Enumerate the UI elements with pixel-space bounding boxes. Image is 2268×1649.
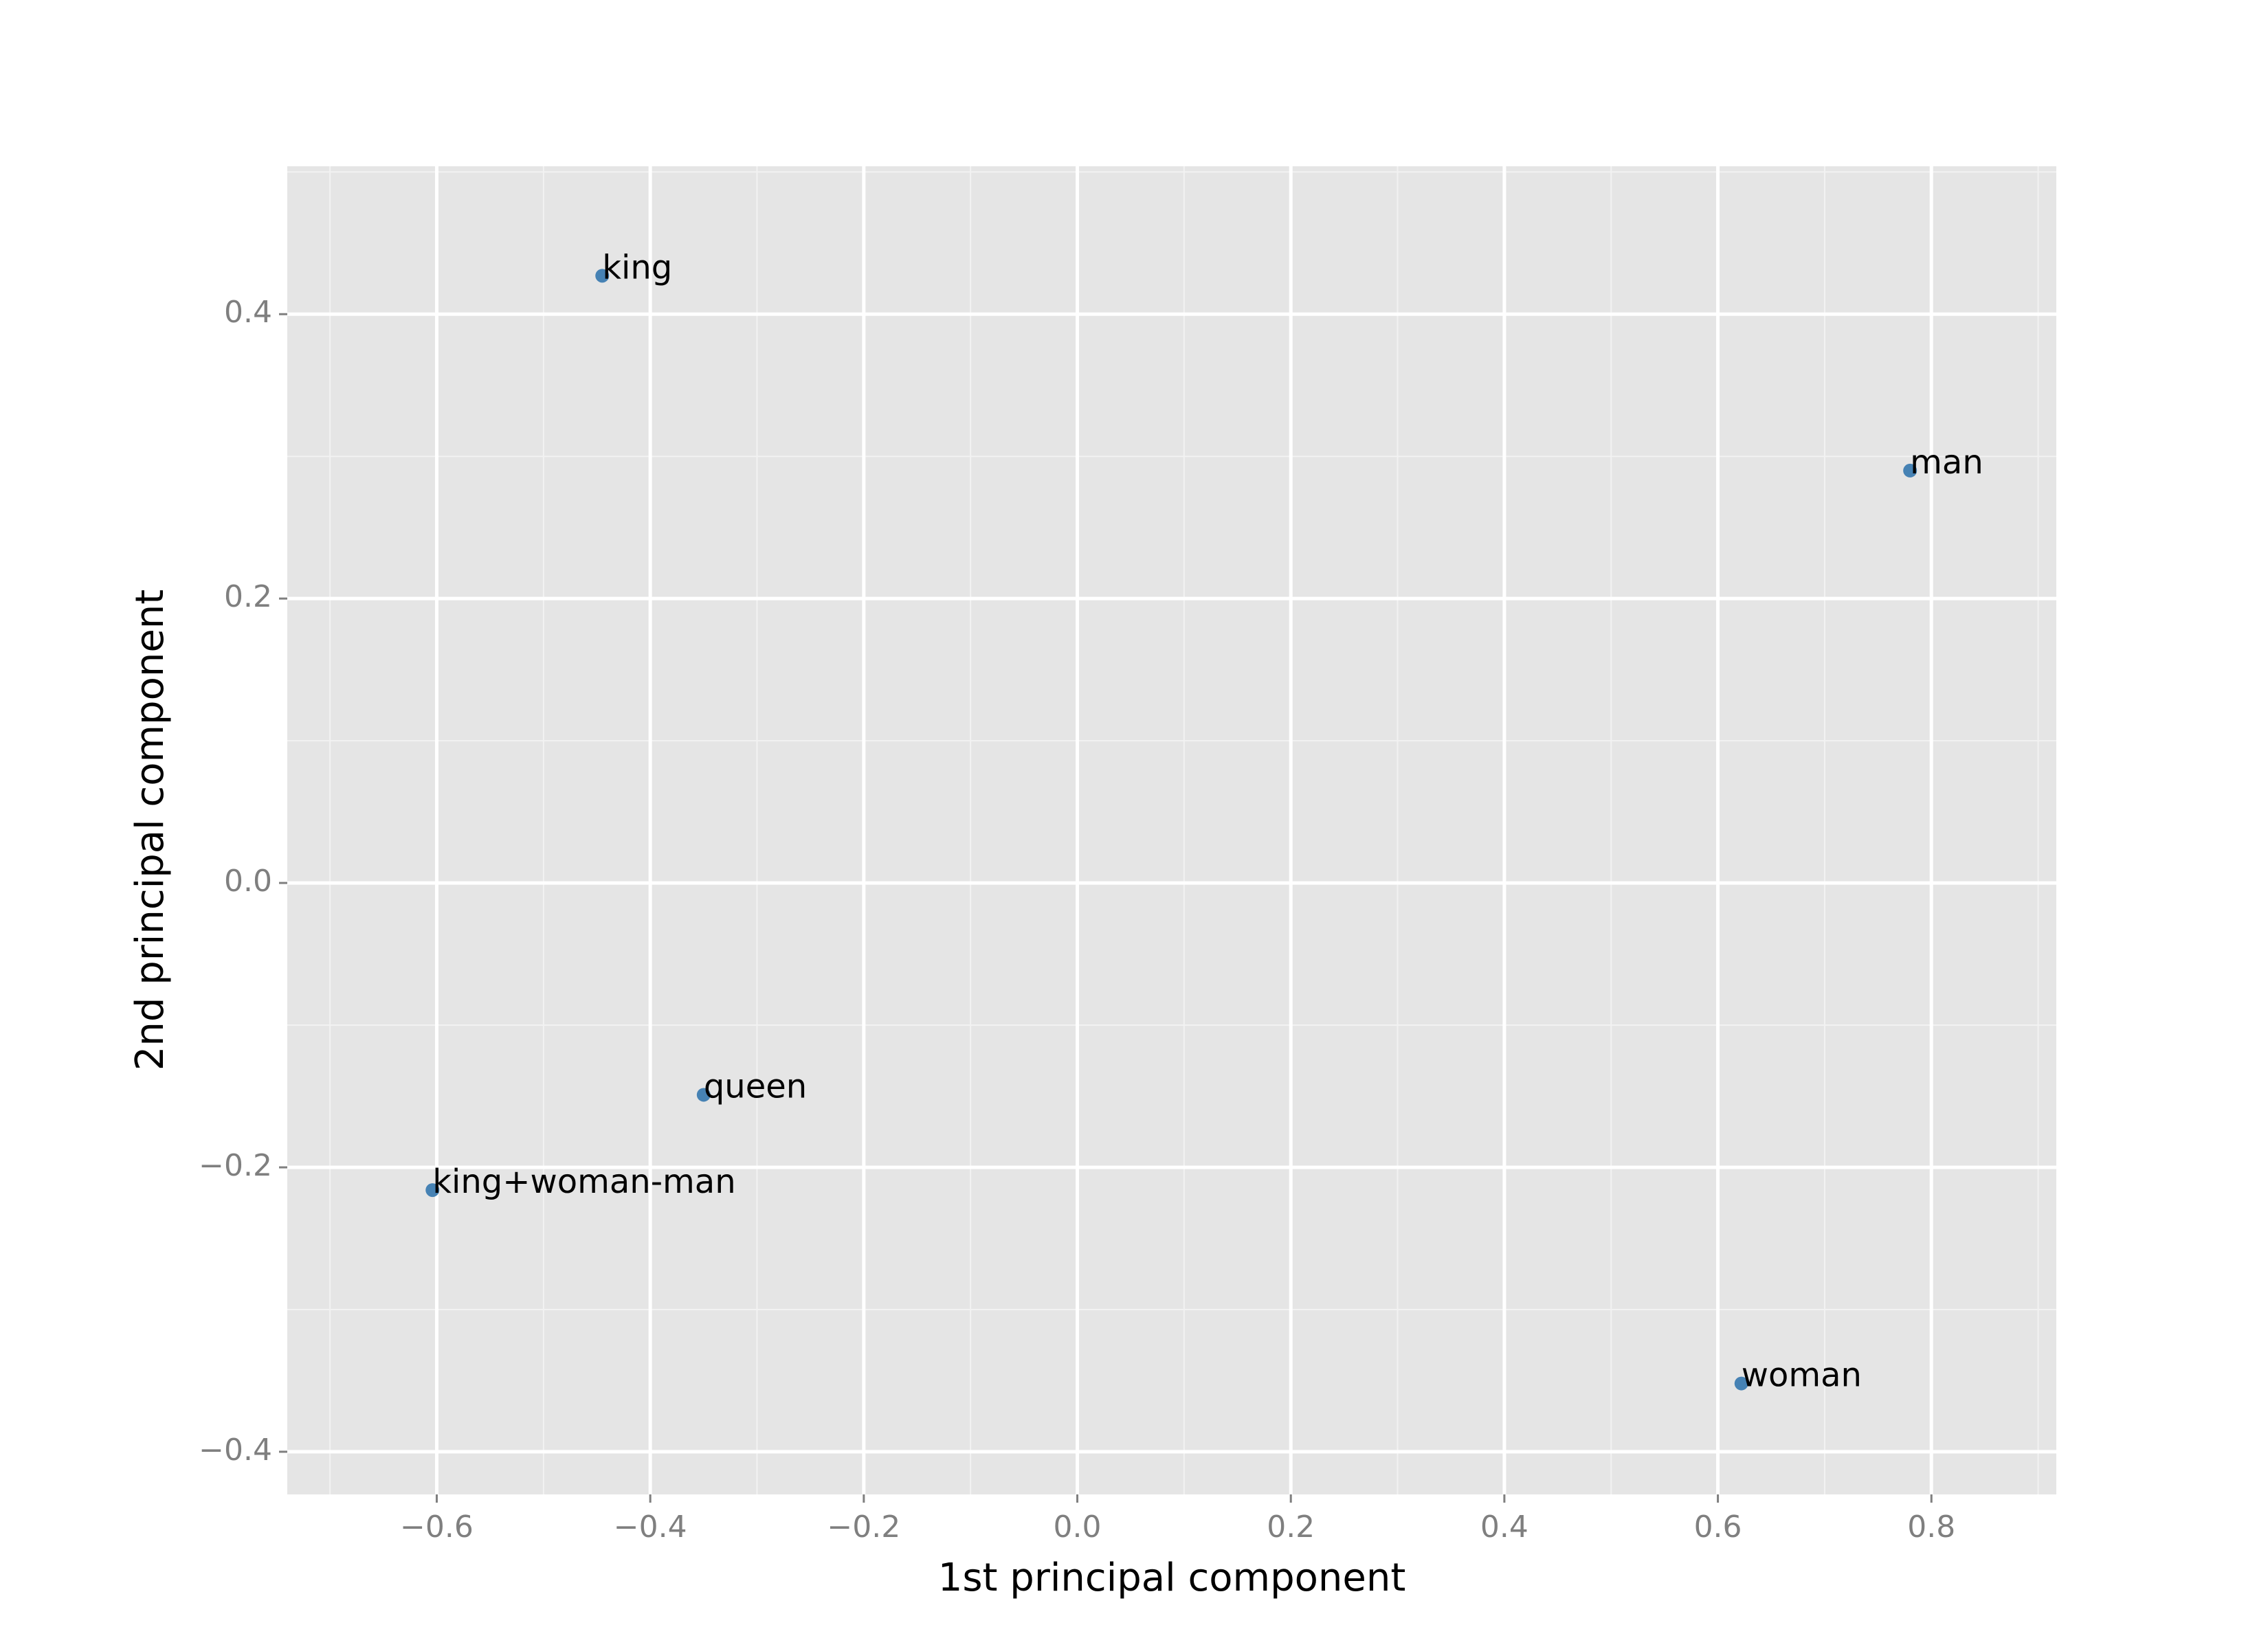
x-tick-label: −0.2 — [827, 1510, 900, 1545]
y-tick-label: −0.2 — [199, 1148, 272, 1183]
y-tick-label: −0.4 — [199, 1433, 272, 1468]
y-tick-label: 0.4 — [224, 295, 272, 330]
point — [425, 1183, 440, 1198]
y-tick-label: 0.0 — [224, 864, 272, 899]
x-tick-label: 0.6 — [1694, 1510, 1742, 1545]
plot-panel — [287, 166, 2056, 1494]
point — [696, 1088, 711, 1102]
point — [595, 269, 610, 283]
point-label: man — [1910, 443, 1983, 482]
x-tick-label: 0.4 — [1480, 1510, 1528, 1545]
y-axis-title: 2nd principal component — [128, 590, 173, 1070]
x-tick-label: 0.0 — [1054, 1510, 1102, 1545]
x-tick-label: 0.2 — [1267, 1510, 1315, 1545]
point — [1903, 463, 1917, 478]
x-tick-label: −0.6 — [400, 1510, 474, 1545]
point-label: king — [602, 248, 672, 287]
point — [1734, 1376, 1748, 1391]
point-label: woman — [1742, 1356, 1862, 1395]
y-tick-label: 0.2 — [224, 579, 272, 614]
point-label: queen — [704, 1067, 807, 1106]
x-tick-label: 0.8 — [1907, 1510, 1955, 1545]
x-axis-title: 1st principal component — [938, 1556, 1406, 1600]
point-label: king+woman-man — [432, 1163, 735, 1201]
x-tick-label: −0.4 — [614, 1510, 687, 1545]
